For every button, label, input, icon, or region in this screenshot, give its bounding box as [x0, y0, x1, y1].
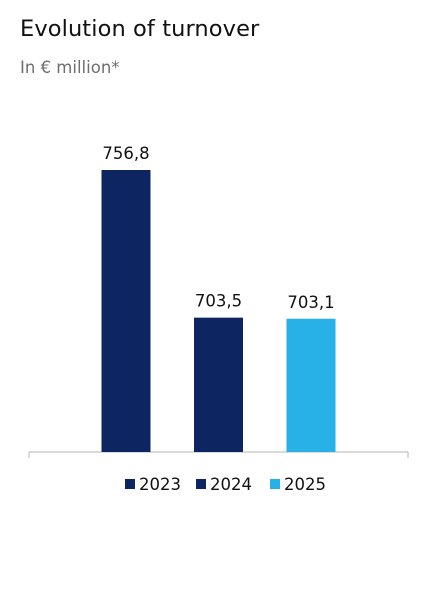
value-label-2023: 756,8: [102, 144, 149, 163]
bar-2023: [101, 170, 151, 452]
legend-swatch-2025: [270, 479, 280, 489]
value-label-2025: 703,1: [287, 293, 334, 312]
chart-subtitle: In € million*: [20, 58, 120, 77]
legend-label-2023: 2023: [139, 475, 181, 494]
legend-swatch-2024: [196, 479, 206, 489]
legend-swatch-2023: [125, 479, 135, 489]
legend-label-2025: 2025: [284, 475, 326, 494]
bar-2025: [286, 318, 336, 452]
legend-label-2024: 2024: [210, 475, 252, 494]
value-label-2024: 703,5: [195, 292, 242, 311]
chart-title: Evolution of turnover: [20, 16, 260, 42]
bar-2024: [194, 317, 243, 452]
